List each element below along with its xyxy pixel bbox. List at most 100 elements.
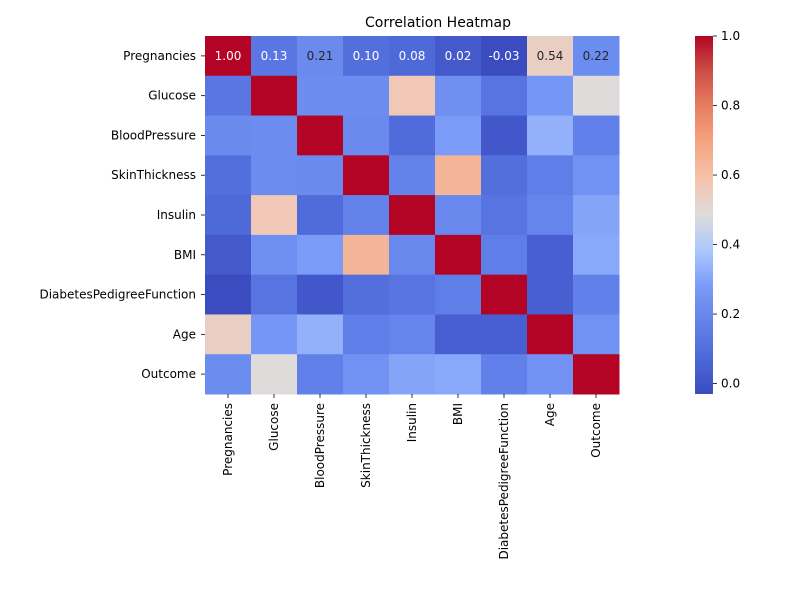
heatmap-cell xyxy=(251,314,298,355)
heatmap-cell xyxy=(389,314,436,355)
heatmap-cell xyxy=(251,115,298,156)
y-axis-tick-labels: Pregnancies Glucose BloodPressure SkinThick… xyxy=(39,49,205,381)
x-tick-label: Pregnancies xyxy=(221,403,235,476)
colorbar-tick-label: 0.8 xyxy=(721,99,740,113)
colorbar-tick-label: 0.6 xyxy=(721,168,740,182)
heatmap-cell xyxy=(297,115,344,156)
heatmap-cell xyxy=(343,354,390,395)
heatmap-cell xyxy=(389,36,436,77)
cell-annotation: 0.54 xyxy=(537,49,564,63)
heatmap-cell xyxy=(251,36,298,77)
y-tick-label: Age xyxy=(173,327,196,341)
x-tick-label: Insulin xyxy=(405,403,419,442)
chart-title: Correlation Heatmap xyxy=(365,15,511,31)
heatmap-cell xyxy=(297,274,344,315)
heatmap-cell xyxy=(573,115,620,156)
heatmap-cell xyxy=(481,314,528,355)
heatmap-cell xyxy=(343,155,390,196)
cell-annotation: 0.22 xyxy=(583,49,610,63)
colorbar-tick-label: 0.2 xyxy=(721,307,740,321)
heatmap-cell xyxy=(527,274,574,315)
heatmap-cell xyxy=(481,115,528,156)
heatmap-cell xyxy=(435,75,482,117)
heatmap-cell xyxy=(205,234,252,276)
heatmap-cell xyxy=(573,354,620,395)
y-tick-label: BloodPressure xyxy=(111,128,196,142)
heatmap-cell xyxy=(297,195,344,236)
heatmap-cell xyxy=(389,155,436,196)
cell-annotation: 0.02 xyxy=(445,49,472,63)
heatmap-cell xyxy=(481,234,528,276)
x-tick-label: Outcome xyxy=(589,403,603,458)
heatmap-cell xyxy=(573,75,620,117)
heatmap-cell xyxy=(343,234,390,276)
heatmap-cells xyxy=(205,36,620,395)
heatmap-cell xyxy=(251,354,298,395)
colorbar: 0.0 0.2 0.4 0.6 0.8 1.0 xyxy=(695,29,740,394)
heatmap-cell xyxy=(435,274,482,315)
y-tick-label: Glucose xyxy=(148,89,196,103)
heatmap-cell xyxy=(389,234,436,276)
heatmap-cell xyxy=(343,274,390,315)
heatmap-cell xyxy=(573,195,620,236)
y-tick-label: DiabetesPedigreeFunction xyxy=(39,288,196,302)
cell-annotation: 0.08 xyxy=(399,49,426,63)
x-axis-tick-labels: Pregnancies Glucose BloodPressure SkinThick… xyxy=(221,394,603,560)
heatmap-cell xyxy=(389,115,436,156)
heatmap-cell xyxy=(343,75,390,117)
x-tick-label: DiabetesPedigreeFunction xyxy=(497,403,511,560)
heatmap-cell xyxy=(343,36,390,77)
heatmap-cell xyxy=(205,274,252,315)
heatmap-cell xyxy=(343,195,390,236)
heatmap-cell xyxy=(573,155,620,196)
cell-annotation: -0.03 xyxy=(488,49,519,63)
heatmap-cell xyxy=(205,354,252,395)
colorbar-gradient xyxy=(695,36,713,394)
heatmap-cell xyxy=(481,274,528,315)
heatmap-cell xyxy=(527,314,574,355)
heatmap-cell xyxy=(297,354,344,395)
y-tick-label: BMI xyxy=(174,248,196,262)
heatmap-cell xyxy=(389,354,436,395)
heatmap-cell xyxy=(251,75,298,117)
heatmap-cell xyxy=(435,195,482,236)
x-tick-label: SkinThickness xyxy=(359,403,373,488)
heatmap-cell xyxy=(435,155,482,196)
heatmap-cell xyxy=(573,274,620,315)
heatmap-cell xyxy=(527,115,574,156)
cell-annotation: 0.21 xyxy=(307,49,334,63)
heatmap-cell xyxy=(297,155,344,196)
heatmap-cell xyxy=(435,115,482,156)
y-tick-label: Insulin xyxy=(157,208,196,222)
heatmap-cell xyxy=(435,36,482,77)
heatmap-cell xyxy=(435,314,482,355)
heatmap-cell xyxy=(527,354,574,395)
heatmap-cell xyxy=(389,75,436,117)
heatmap-cell xyxy=(205,195,252,236)
y-tick-label: Outcome xyxy=(141,367,196,381)
heatmap-cell xyxy=(205,155,252,196)
heatmap-cell xyxy=(389,195,436,236)
heatmap-cell xyxy=(527,75,574,117)
heatmap-cell xyxy=(297,36,344,77)
heatmap-cell xyxy=(205,115,252,156)
heatmap-cell xyxy=(343,314,390,355)
x-tick-label: BMI xyxy=(451,403,465,425)
heatmap-cell xyxy=(527,195,574,236)
heatmap-annotations: 1.00 0.13 0.21 0.10 0.08 0.02 -0.03 0.54 0.22 xyxy=(215,49,610,63)
heatmap-cell xyxy=(481,195,528,236)
heatmap-cell xyxy=(435,234,482,276)
heatmap-cell xyxy=(481,155,528,196)
colorbar-tick-label: 1.0 xyxy=(721,29,740,43)
heatmap-cell xyxy=(251,155,298,196)
cell-annotation: 0.13 xyxy=(261,49,288,63)
x-tick-label: Age xyxy=(543,403,557,426)
heatmap-cell xyxy=(573,314,620,355)
x-tick-label: Glucose xyxy=(267,403,281,451)
heatmap-cell xyxy=(435,354,482,395)
heatmap-cell xyxy=(297,314,344,355)
heatmap-cell xyxy=(573,234,620,276)
heatmap-cell xyxy=(481,354,528,395)
heatmap-cell xyxy=(251,234,298,276)
